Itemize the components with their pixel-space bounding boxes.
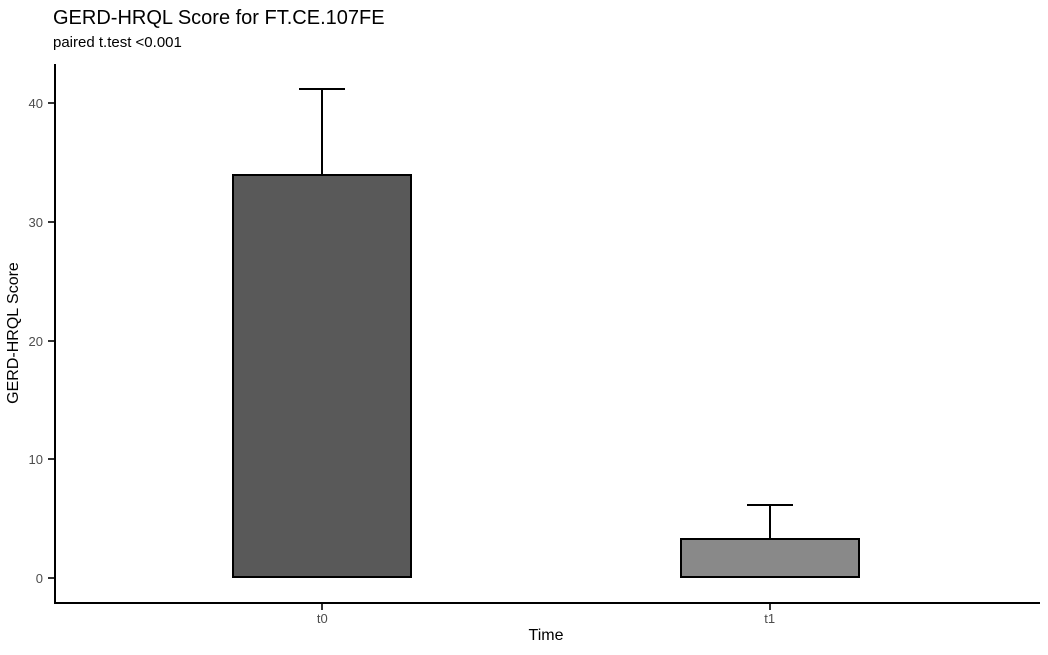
- y-tick-label: 30: [28, 214, 43, 230]
- x-tick-label: t0: [316, 611, 328, 626]
- x-tick-mark: [768, 604, 771, 610]
- y-tick-label: 10: [28, 452, 43, 468]
- chart-subtitle: paired t.test <0.001: [53, 34, 182, 51]
- y-tick-label: 40: [28, 96, 43, 112]
- x-axis-title: Time: [528, 627, 564, 644]
- x-tick-mark: [321, 604, 324, 610]
- x-tick-label: t1: [764, 611, 776, 626]
- y-tick-label: 0: [35, 571, 43, 587]
- plot-panel: [54, 64, 1040, 604]
- y-axis-title: GERD-HRQL Score: [5, 262, 22, 404]
- chart-title: GERD-HRQL Score for FT.CE.107FE: [53, 7, 385, 29]
